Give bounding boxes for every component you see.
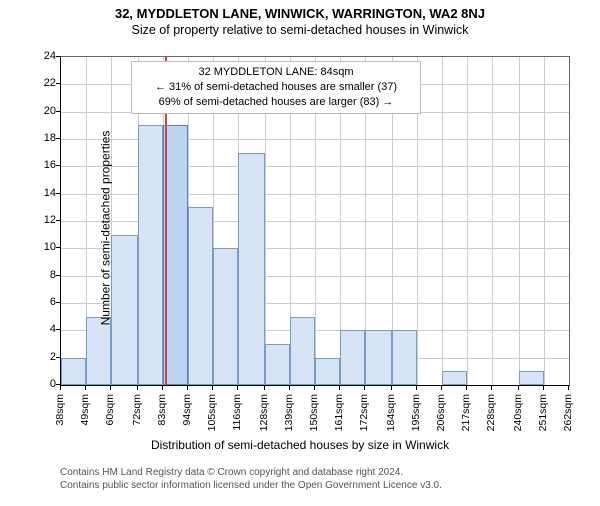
ytick-label: 14: [26, 187, 56, 199]
histogram-bar: [265, 344, 290, 385]
histogram-bar: [290, 317, 315, 385]
xtick-mark: [212, 386, 213, 390]
gridline-v: [467, 57, 468, 385]
histogram-bar: [61, 358, 86, 385]
ytick-label: 12: [26, 214, 56, 226]
ytick-label: 2: [26, 351, 56, 363]
attribution-line2: Contains public sector information licen…: [60, 479, 442, 492]
ytick-mark: [56, 56, 60, 57]
ytick-label: 6: [26, 296, 56, 308]
xtick-mark: [187, 386, 188, 390]
ytick-mark: [56, 193, 60, 194]
xtick-mark: [264, 386, 265, 390]
ytick-label: 18: [26, 132, 56, 144]
ytick-mark: [56, 165, 60, 166]
ytick-mark: [56, 384, 60, 385]
ytick-label: 20: [26, 105, 56, 117]
page-title-line2: Size of property relative to semi-detach…: [0, 23, 600, 37]
attribution-text: Contains HM Land Registry data © Crown c…: [60, 466, 442, 492]
xtick-mark: [314, 386, 315, 390]
ytick-mark: [56, 247, 60, 248]
xtick-mark: [518, 386, 519, 390]
xtick-mark: [491, 386, 492, 390]
histogram-bar: [392, 330, 417, 385]
ytick-mark: [56, 138, 60, 139]
annotation-line3: 69% of semi-detached houses are larger (…: [138, 95, 414, 110]
ytick-mark: [56, 357, 60, 358]
gridline-v: [519, 57, 520, 385]
ytick-mark: [56, 302, 60, 303]
xtick-mark: [339, 386, 340, 390]
y-axis-label: Number of semi-detached properties: [98, 131, 112, 326]
histogram-bar: [519, 371, 544, 385]
histogram-bar: [442, 371, 467, 385]
histogram-bar: [86, 317, 111, 385]
xtick-mark: [137, 386, 138, 390]
xtick-mark: [441, 386, 442, 390]
xtick-mark: [162, 386, 163, 390]
ytick-label: 8: [26, 269, 56, 281]
histogram-chart: 32 MYDDLETON LANE: 84sqm← 31% of semi-de…: [0, 46, 600, 446]
gridline-v: [544, 57, 545, 385]
xtick-mark: [110, 386, 111, 390]
gridline-v: [442, 57, 443, 385]
histogram-bar: [365, 330, 392, 385]
xtick-mark: [391, 386, 392, 390]
ytick-mark: [56, 275, 60, 276]
ytick-mark: [56, 329, 60, 330]
xtick-mark: [237, 386, 238, 390]
histogram-bar: [111, 235, 138, 385]
ytick-mark: [56, 220, 60, 221]
xtick-mark: [289, 386, 290, 390]
ytick-label: 0: [26, 378, 56, 390]
xtick-mark: [416, 386, 417, 390]
histogram-bar: [138, 125, 163, 385]
annotation-box: 32 MYDDLETON LANE: 84sqm← 31% of semi-de…: [131, 61, 421, 114]
gridline-v: [492, 57, 493, 385]
attribution-line1: Contains HM Land Registry data © Crown c…: [60, 466, 442, 479]
x-axis-label: Distribution of semi-detached houses by …: [0, 438, 600, 452]
ytick-mark: [56, 83, 60, 84]
ytick-label: 10: [26, 241, 56, 253]
histogram-bar: [340, 330, 365, 385]
annotation-line1: 32 MYDDLETON LANE: 84sqm: [138, 65, 414, 80]
xtick-mark: [364, 386, 365, 390]
xtick-mark: [466, 386, 467, 390]
xtick-mark: [568, 386, 569, 390]
ytick-label: 22: [26, 77, 56, 89]
xtick-mark: [543, 386, 544, 390]
page-title-line1: 32, MYDDLETON LANE, WINWICK, WARRINGTON,…: [0, 6, 600, 21]
histogram-bar: [238, 153, 265, 385]
ytick-label: 16: [26, 159, 56, 171]
plot-area: 32 MYDDLETON LANE: 84sqm← 31% of semi-de…: [60, 56, 570, 386]
ytick-mark: [56, 111, 60, 112]
histogram-bar: [315, 358, 340, 385]
ytick-label: 4: [26, 323, 56, 335]
annotation-line2: ← 31% of semi-detached houses are smalle…: [138, 80, 414, 95]
xtick-mark: [60, 386, 61, 390]
histogram-bar: [213, 248, 238, 385]
xtick-mark: [85, 386, 86, 390]
histogram-bar: [188, 207, 213, 385]
ytick-label: 24: [26, 50, 56, 62]
